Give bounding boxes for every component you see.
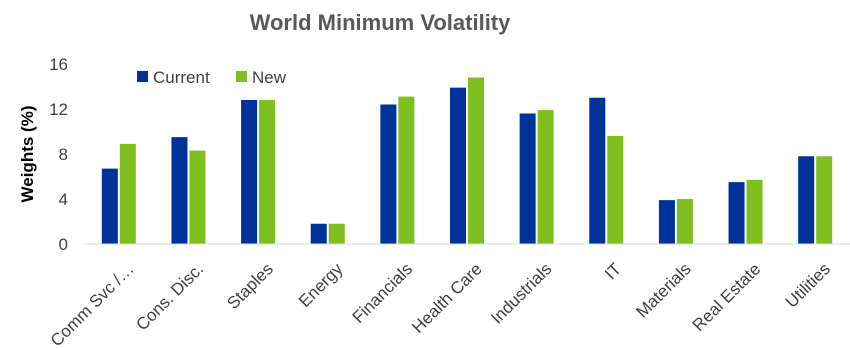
bar-current <box>728 182 745 244</box>
bar-new <box>189 150 206 244</box>
bar-new <box>468 77 484 244</box>
y-axis: 0 4 8 12 16 <box>49 55 68 254</box>
bar-current <box>658 200 675 244</box>
x-tick-label: Real Estate <box>689 259 765 335</box>
y-tick-label: 8 <box>59 145 68 164</box>
bar-new <box>607 136 624 244</box>
chart-title: World Minimum Volatility <box>250 10 512 35</box>
bar-current <box>519 113 536 244</box>
bar-current <box>310 223 327 244</box>
bar-new <box>259 100 276 244</box>
bar-new <box>746 179 763 244</box>
bar-current <box>101 168 118 244</box>
x-tick-label: Materials <box>633 259 695 321</box>
legend-swatch-current <box>137 71 148 82</box>
y-tick-label: 16 <box>49 55 68 74</box>
bar-new <box>328 223 345 244</box>
x-tick-label: Comm Svc /… <box>47 259 138 349</box>
bar-current <box>380 104 397 244</box>
bar-current <box>171 137 188 244</box>
y-tick-label: 4 <box>59 190 68 209</box>
legend-label-new: New <box>252 68 287 87</box>
x-tick-label: Energy <box>295 259 347 311</box>
x-tick-label: Utilities <box>782 259 834 311</box>
y-tick-label: 0 <box>59 235 68 254</box>
x-tick-label: Financials <box>349 259 417 327</box>
bar-new <box>816 156 833 244</box>
x-tick-label: IT <box>601 259 625 283</box>
y-axis-label: Weights (%) <box>18 106 37 203</box>
bar-current <box>589 97 606 244</box>
x-tick-label: Cons. Disc. <box>132 259 207 334</box>
x-axis: Comm Svc /…Cons. Disc. Staples Energy Finan… <box>47 259 834 349</box>
bar-new <box>676 199 693 244</box>
x-tick-label: Health Care <box>408 259 486 337</box>
bar-current <box>450 87 466 244</box>
legend-label-current: Current <box>153 68 210 87</box>
bar-current <box>798 156 815 244</box>
bar-current <box>241 100 258 244</box>
bar-new <box>119 143 136 244</box>
x-tick-label: Staples <box>223 259 277 313</box>
legend: Current New <box>137 68 287 87</box>
bar-new <box>398 96 415 244</box>
plot-area <box>101 77 833 244</box>
legend-swatch-new <box>236 71 247 82</box>
bar-new <box>537 110 554 244</box>
y-tick-label: 12 <box>49 100 68 119</box>
x-tick-label: Industrials <box>487 259 555 327</box>
